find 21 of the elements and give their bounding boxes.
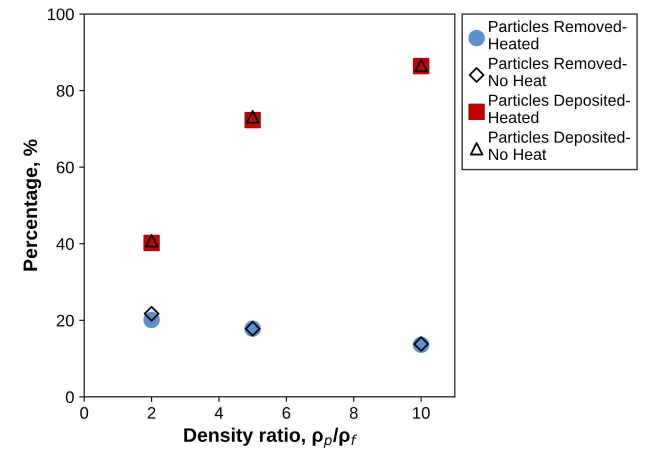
y-tick-label: 60 [56,162,74,174]
x-tick-label: 6 [282,407,290,419]
x-tick-label: 8 [350,407,358,419]
legend-label: Particles Deposited- No Heat [489,131,630,160]
x-tick-label: 2 [148,407,156,419]
point [144,306,160,322]
point [144,234,158,248]
y-tick-label: 20 [56,314,74,326]
legend-label: Particles Removed- No Heat [489,57,626,86]
y-axis-title: Percentage, % [23,139,42,271]
y-tick-label: 0 [66,391,74,404]
point [246,110,260,124]
y-tick-label: 100 [48,8,74,20]
legend-label: Particles Deposited- Heated [489,94,630,124]
x-tick-label: 4 [214,407,224,419]
x-tick-label: 10 [413,407,430,419]
x-axis-title: Density ratio, ρ$_{p}$/ρ$_{f}$ [184,428,358,448]
x-tick-label: 0 [80,407,88,419]
y-tick-label: 80 [56,85,74,97]
y-tick-label: 40 [56,238,74,250]
legend-label: Particles Removed- Heated [489,20,626,50]
